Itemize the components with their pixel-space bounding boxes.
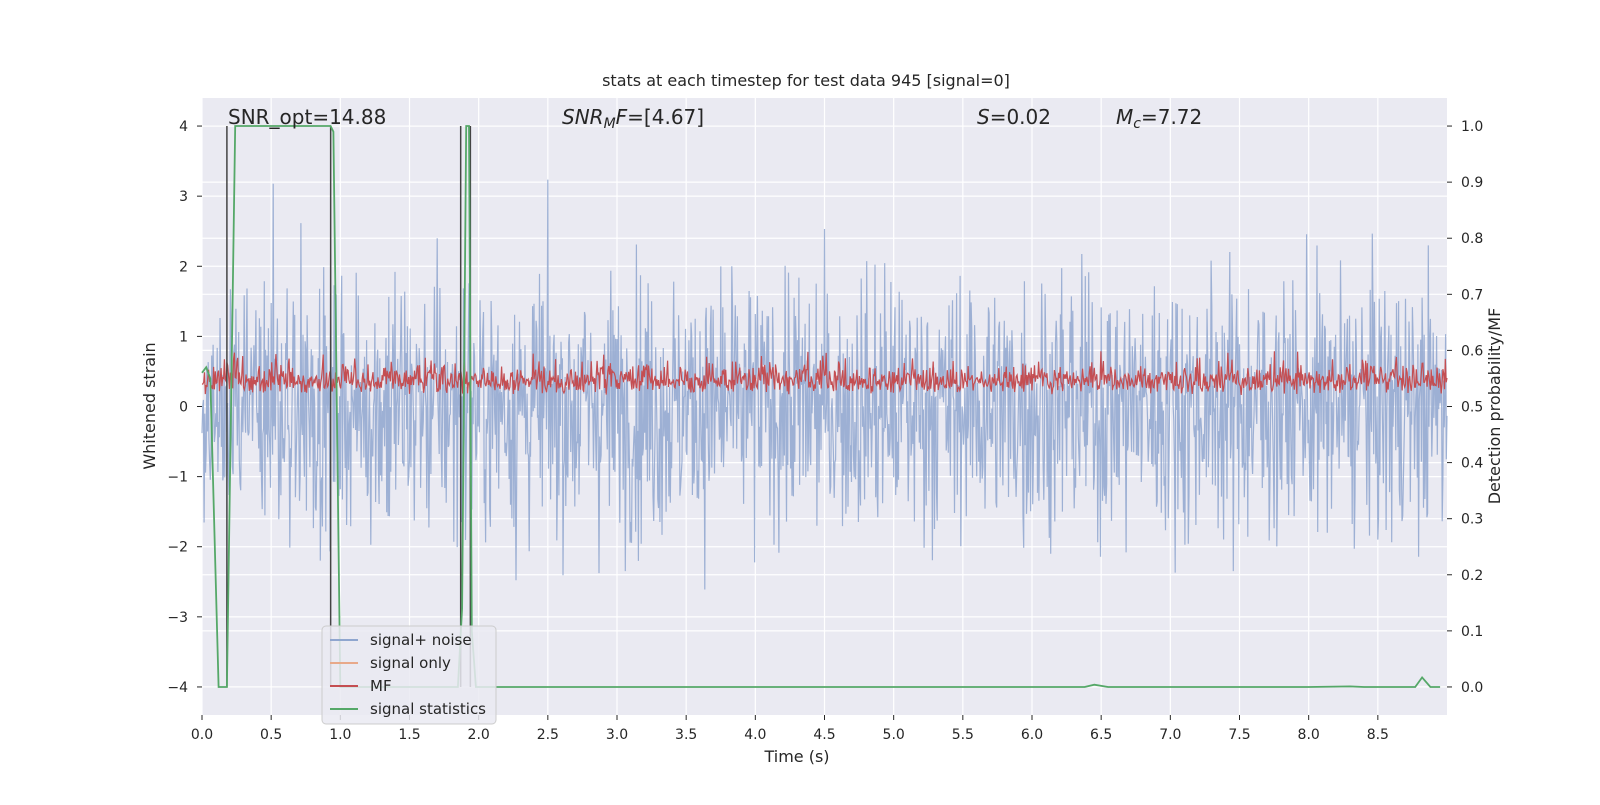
x-tick-label: 1.5 [398, 727, 420, 743]
x-tick-label: 2.5 [537, 727, 559, 743]
right-y-axis-label: Detection probability/MF [1485, 308, 1504, 505]
x-tick-label: 4.0 [744, 727, 766, 743]
snr-opt-annotation: SNR_opt=14.88 [228, 105, 386, 129]
legend-label: signal statistics [370, 700, 486, 718]
legend-box [321, 625, 497, 725]
y2-tick-label: 0.7 [1461, 287, 1483, 303]
x-tick-label: 1.0 [329, 727, 351, 743]
y-tick-label: 3 [179, 189, 188, 205]
x-tick-label: 6.5 [1090, 727, 1112, 743]
y-tick-label: 4 [179, 119, 188, 135]
chart-title: stats at each timestep for test data 945… [602, 71, 1010, 90]
x-tick-label: 5.5 [952, 727, 974, 743]
x-tick-label: 3.0 [606, 727, 628, 743]
mc-annotation: Mc=7.72 [1116, 105, 1202, 132]
mf-line [201, 351, 1448, 395]
ticks: 0.0 0.5 1.0 1.5 2.0 2.5 3.0 3.5 4.0 4.5 5.0 5.5 6.0 6… [167, 119, 1483, 743]
y-tick-label: −4 [167, 680, 188, 696]
x-tick-label: 8.0 [1298, 727, 1320, 743]
y2-tick-label: 0.3 [1461, 512, 1483, 528]
y2-tick-label: 0.1 [1461, 624, 1483, 640]
y2-tick-label: 0.0 [1461, 680, 1483, 696]
x-tick-label: 3.5 [675, 727, 697, 743]
snr-mf-annotation: SNRMF=[4.67] [562, 105, 704, 132]
x-tick-label: 8.5 [1367, 727, 1389, 743]
signal-noise-line [201, 179, 1448, 590]
y2-tick-label: 0.6 [1461, 343, 1483, 359]
x-tick-label: 4.5 [813, 727, 835, 743]
legend-label: signal+ noise [370, 631, 472, 649]
x-tick-label: 0.0 [191, 727, 213, 743]
s-annotation: S=0.02 [977, 105, 1051, 129]
x-axis-label: Time (s) [763, 747, 829, 766]
left-y-axis-label: Whitened strain [140, 342, 159, 469]
x-tick-label: 7.5 [1228, 727, 1250, 743]
y-tick-label: 1 [179, 329, 188, 345]
y2-tick-label: 0.9 [1461, 175, 1483, 191]
y2-tick-label: 0.5 [1461, 400, 1483, 416]
y-tick-label: −2 [167, 540, 188, 556]
legend-label: MF [370, 677, 392, 695]
y-tick-label: −1 [167, 470, 188, 486]
y2-tick-label: 0.8 [1461, 231, 1483, 247]
y-tick-label: 2 [179, 259, 188, 275]
y-tick-label: 0 [179, 400, 188, 416]
x-tick-label: 7.0 [1159, 727, 1181, 743]
x-tick-label: 6.0 [1021, 727, 1043, 743]
x-tick-label: 2.0 [468, 727, 490, 743]
legend: signal+ noise signal only MF signal statist… [321, 625, 497, 725]
y2-tick-label: 1.0 [1461, 119, 1483, 135]
y-tick-label: −3 [167, 610, 188, 626]
y2-tick-label: 0.2 [1461, 568, 1483, 584]
legend-label: signal only [370, 654, 451, 672]
x-tick-label: 5.0 [883, 727, 905, 743]
x-tick-label: 0.5 [260, 727, 282, 743]
y2-tick-label: 0.4 [1461, 456, 1483, 472]
